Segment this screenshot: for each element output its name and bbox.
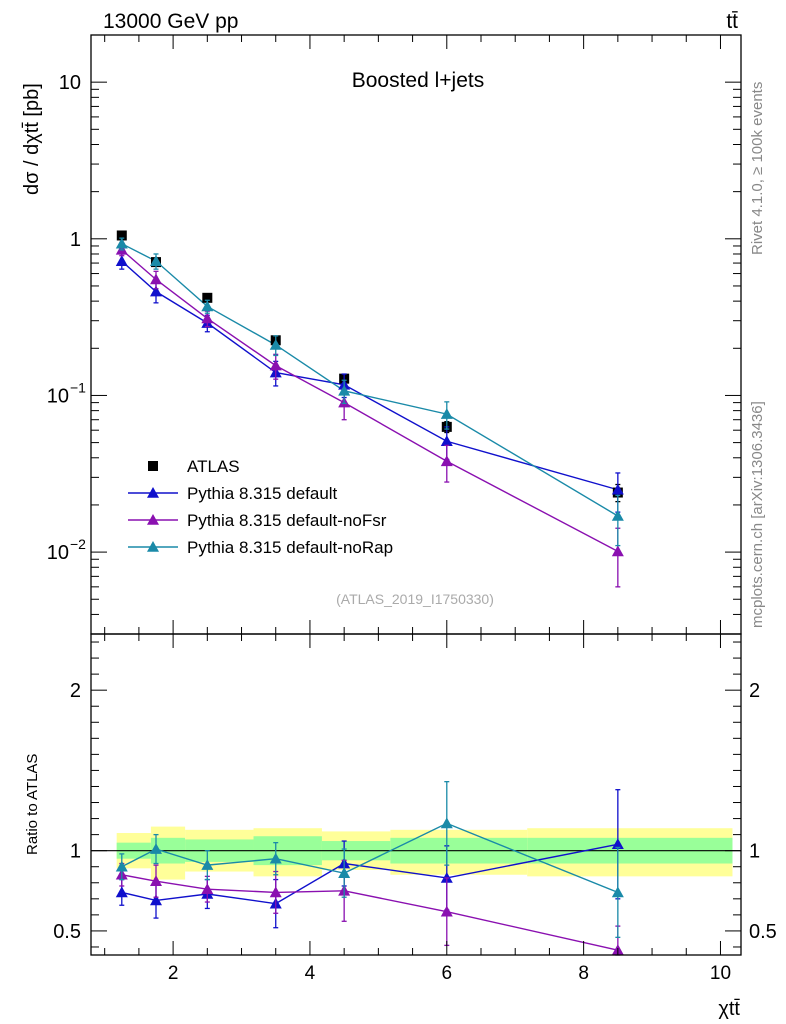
ratio-y-tick-label-right: 1 bbox=[749, 841, 760, 863]
legend-label-noFsr: Pythia 8.315 default-noFsr bbox=[187, 511, 387, 530]
ratio-line-noFsr bbox=[121, 874, 618, 951]
ratio-point-default-0 bbox=[115, 886, 128, 898]
legend: ATLAS Pythia 8.315 default Pythia 8.315 de… bbox=[128, 457, 393, 557]
ratio-plot: 2 4 6 8 10 0.5 0.5 1 1 2 2 bbox=[53, 633, 777, 984]
main-point-noRap-2 bbox=[201, 300, 214, 312]
main-y-tick-exponent: −1 bbox=[70, 379, 86, 395]
main-point-noFsr-6 bbox=[611, 545, 624, 557]
main-frame bbox=[90, 34, 742, 635]
ratio-point-noFsr-1 bbox=[150, 875, 162, 886]
legend-marker-noFsr bbox=[147, 514, 159, 525]
ratio-point-noRap-6 bbox=[611, 886, 624, 898]
main-y-tick-label: 1 bbox=[70, 229, 81, 251]
rivet-side-label: Rivet 4.1.0, ≥ 100k events bbox=[749, 82, 766, 255]
x-tick-label: 6 bbox=[442, 963, 453, 984]
ratio-point-noRap-5 bbox=[440, 817, 453, 829]
main-point-noFsr-5 bbox=[440, 455, 453, 467]
mcplots-side-label: mcplots.cern.ch [arXiv:1306.3436] bbox=[749, 401, 766, 628]
main-point-default-0 bbox=[115, 255, 128, 266]
main-point-atlas-0 bbox=[116, 230, 127, 241]
ratio-point-noFsr-5 bbox=[440, 905, 453, 917]
ratio-y-tick-label-right: 2 bbox=[749, 680, 760, 702]
main-y-tick-label: 10 bbox=[47, 385, 69, 407]
ratio-y-tick-label-left: 0.5 bbox=[53, 921, 81, 943]
ratio-point-noFsr-3 bbox=[269, 886, 282, 898]
plot-title: Boosted l+jets bbox=[352, 69, 485, 92]
main-point-noFsr-3 bbox=[269, 359, 282, 371]
x-tick-label: 10 bbox=[710, 963, 731, 984]
main-point-noRap-5 bbox=[440, 408, 453, 419]
legend-label-atlas: ATLAS bbox=[187, 457, 240, 476]
ratio-point-noRap-1 bbox=[150, 843, 162, 854]
main-point-atlas-2 bbox=[202, 292, 213, 303]
main-y-tick-label: 10 bbox=[47, 542, 69, 564]
main-point-noRap-6 bbox=[611, 509, 624, 521]
main-point-default-6 bbox=[611, 483, 624, 495]
main-point-noRap-1 bbox=[150, 255, 162, 266]
main-y-tick-exponent: −2 bbox=[70, 536, 86, 552]
ratio-point-noRap-4 bbox=[338, 867, 351, 878]
main-line-default bbox=[121, 260, 619, 491]
x-axis-label: χtt̄ bbox=[718, 998, 740, 1020]
main-point-noFsr-1 bbox=[150, 273, 162, 285]
main-point-noRap-4 bbox=[338, 384, 351, 396]
ratio-point-noRap-0 bbox=[115, 860, 128, 872]
legend-marker-noRap bbox=[147, 541, 159, 552]
x-tick-label: 4 bbox=[305, 963, 316, 984]
legend-label-default: Pythia 8.315 default bbox=[187, 484, 338, 503]
analysis-tag: (ATLAS_2019_I1750330) bbox=[336, 591, 494, 607]
main-point-default-5 bbox=[440, 435, 453, 447]
x-tick-label: 2 bbox=[168, 963, 179, 984]
ratio-y-tick-label-left: 2 bbox=[70, 680, 81, 702]
x-tick-label: 8 bbox=[578, 963, 589, 984]
legend-marker-atlas bbox=[148, 461, 158, 471]
ratio-y-tick-label-right: 0.5 bbox=[749, 921, 777, 943]
main-line-noFsr bbox=[121, 249, 619, 553]
ratio-frame bbox=[90, 633, 742, 956]
main-point-noRap-0 bbox=[115, 237, 128, 249]
ratio-point-noRap-3 bbox=[269, 852, 282, 864]
ratio-point-noRap-2 bbox=[201, 859, 214, 870]
main-point-default-1 bbox=[150, 285, 162, 297]
ratio-y-axis-label: Ratio to ATLAS bbox=[24, 754, 41, 855]
legend-label-noRap: Pythia 8.315 default-noRap bbox=[187, 538, 393, 557]
energy-label: 13000 GeV pp bbox=[103, 10, 238, 33]
ratio-y-tick-label-left: 1 bbox=[70, 841, 81, 863]
main-y-tick-label: 10 bbox=[59, 72, 81, 94]
main-point-noRap-3 bbox=[269, 338, 282, 350]
main-point-noFsr-2 bbox=[201, 312, 214, 324]
process-label: tt̄ bbox=[726, 10, 738, 33]
ratio-point-default-1 bbox=[150, 894, 162, 906]
main-y-axis-label: dσ / dχtt̄ [pb] bbox=[21, 83, 43, 195]
ratio-point-noFsr-2 bbox=[201, 883, 214, 894]
ratio-point-default-6 bbox=[611, 838, 624, 850]
legend-marker-default bbox=[147, 487, 159, 498]
